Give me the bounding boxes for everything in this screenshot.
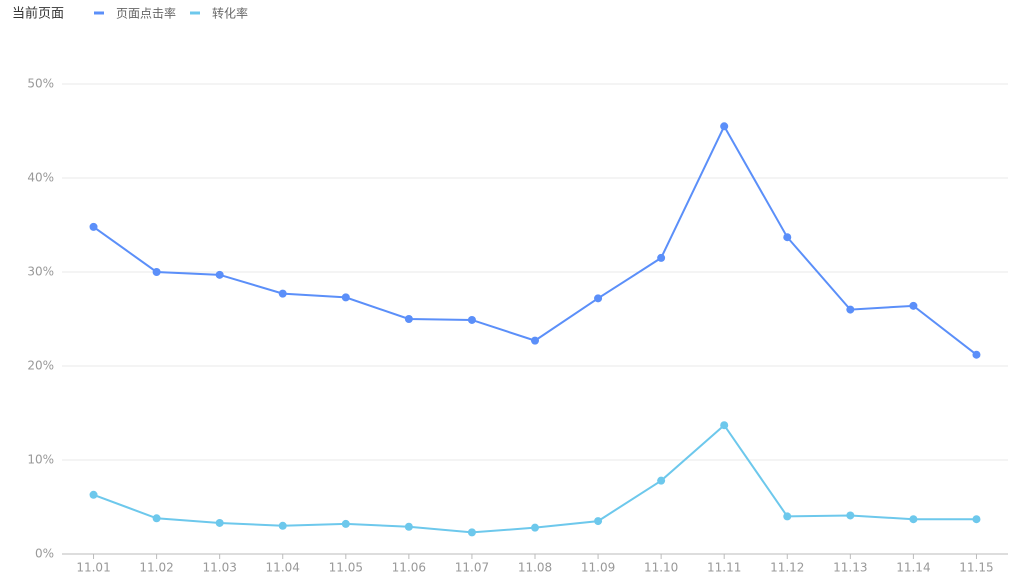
data-point bbox=[404, 522, 413, 531]
x-tick-label: 11.13 bbox=[833, 561, 867, 575]
y-tick-label: 40% bbox=[27, 171, 54, 185]
data-point bbox=[531, 523, 539, 532]
data-point bbox=[215, 518, 224, 527]
data-point bbox=[152, 268, 161, 276]
data-point bbox=[89, 222, 98, 231]
data-point bbox=[594, 517, 603, 526]
y-tick-label: 50% bbox=[27, 77, 54, 91]
y-tick-label: 30% bbox=[27, 265, 54, 279]
data-point bbox=[341, 519, 350, 528]
data-point bbox=[657, 476, 666, 485]
data-point bbox=[720, 421, 729, 430]
data-point bbox=[467, 315, 476, 324]
x-tick-label: 11.10 bbox=[644, 561, 678, 575]
data-point bbox=[404, 315, 413, 323]
x-tick-label: 11.07 bbox=[455, 561, 489, 575]
x-tick-label: 11.01 bbox=[76, 561, 110, 575]
data-point bbox=[278, 521, 287, 530]
data-point bbox=[783, 512, 792, 521]
data-point bbox=[909, 301, 918, 310]
data-point bbox=[846, 511, 855, 520]
legend-label: 转化率 bbox=[212, 6, 248, 21]
x-tick-label: 11.03 bbox=[202, 561, 236, 575]
data-point bbox=[594, 294, 603, 303]
data-point bbox=[215, 270, 224, 279]
data-point bbox=[467, 528, 476, 537]
y-tick-label: 10% bbox=[27, 453, 54, 467]
legend-label: 页面点击率 bbox=[116, 6, 176, 21]
data-point bbox=[341, 293, 350, 302]
x-tick-label: 11.12 bbox=[770, 561, 804, 575]
x-tick-label: 11.11 bbox=[707, 561, 741, 575]
data-point bbox=[152, 514, 161, 523]
data-point bbox=[657, 253, 666, 262]
y-tick-label: 0% bbox=[35, 547, 54, 561]
data-point bbox=[972, 515, 981, 524]
series-line bbox=[93, 423, 977, 534]
data-point bbox=[909, 515, 918, 524]
series-line bbox=[92, 124, 978, 356]
x-tick-label: 11.04 bbox=[266, 561, 300, 575]
data-point bbox=[531, 336, 539, 345]
x-tick-label: 11.08 bbox=[518, 561, 552, 575]
data-point bbox=[972, 350, 981, 359]
data-point bbox=[846, 305, 855, 314]
x-tick-label: 11.14 bbox=[896, 561, 930, 575]
x-tick-label: 11.09 bbox=[581, 561, 615, 575]
data-point bbox=[278, 289, 287, 298]
data-point bbox=[783, 233, 792, 242]
data-point bbox=[89, 490, 98, 499]
chart-title: 当前页面 bbox=[12, 6, 64, 22]
x-tick-label: 11.06 bbox=[392, 561, 426, 575]
y-tick-label: 20% bbox=[27, 359, 54, 373]
x-tick-label: 11.02 bbox=[139, 561, 173, 575]
x-tick-label: 11.15 bbox=[959, 561, 993, 575]
data-point bbox=[720, 122, 729, 131]
x-tick-label: 11.05 bbox=[329, 561, 363, 575]
